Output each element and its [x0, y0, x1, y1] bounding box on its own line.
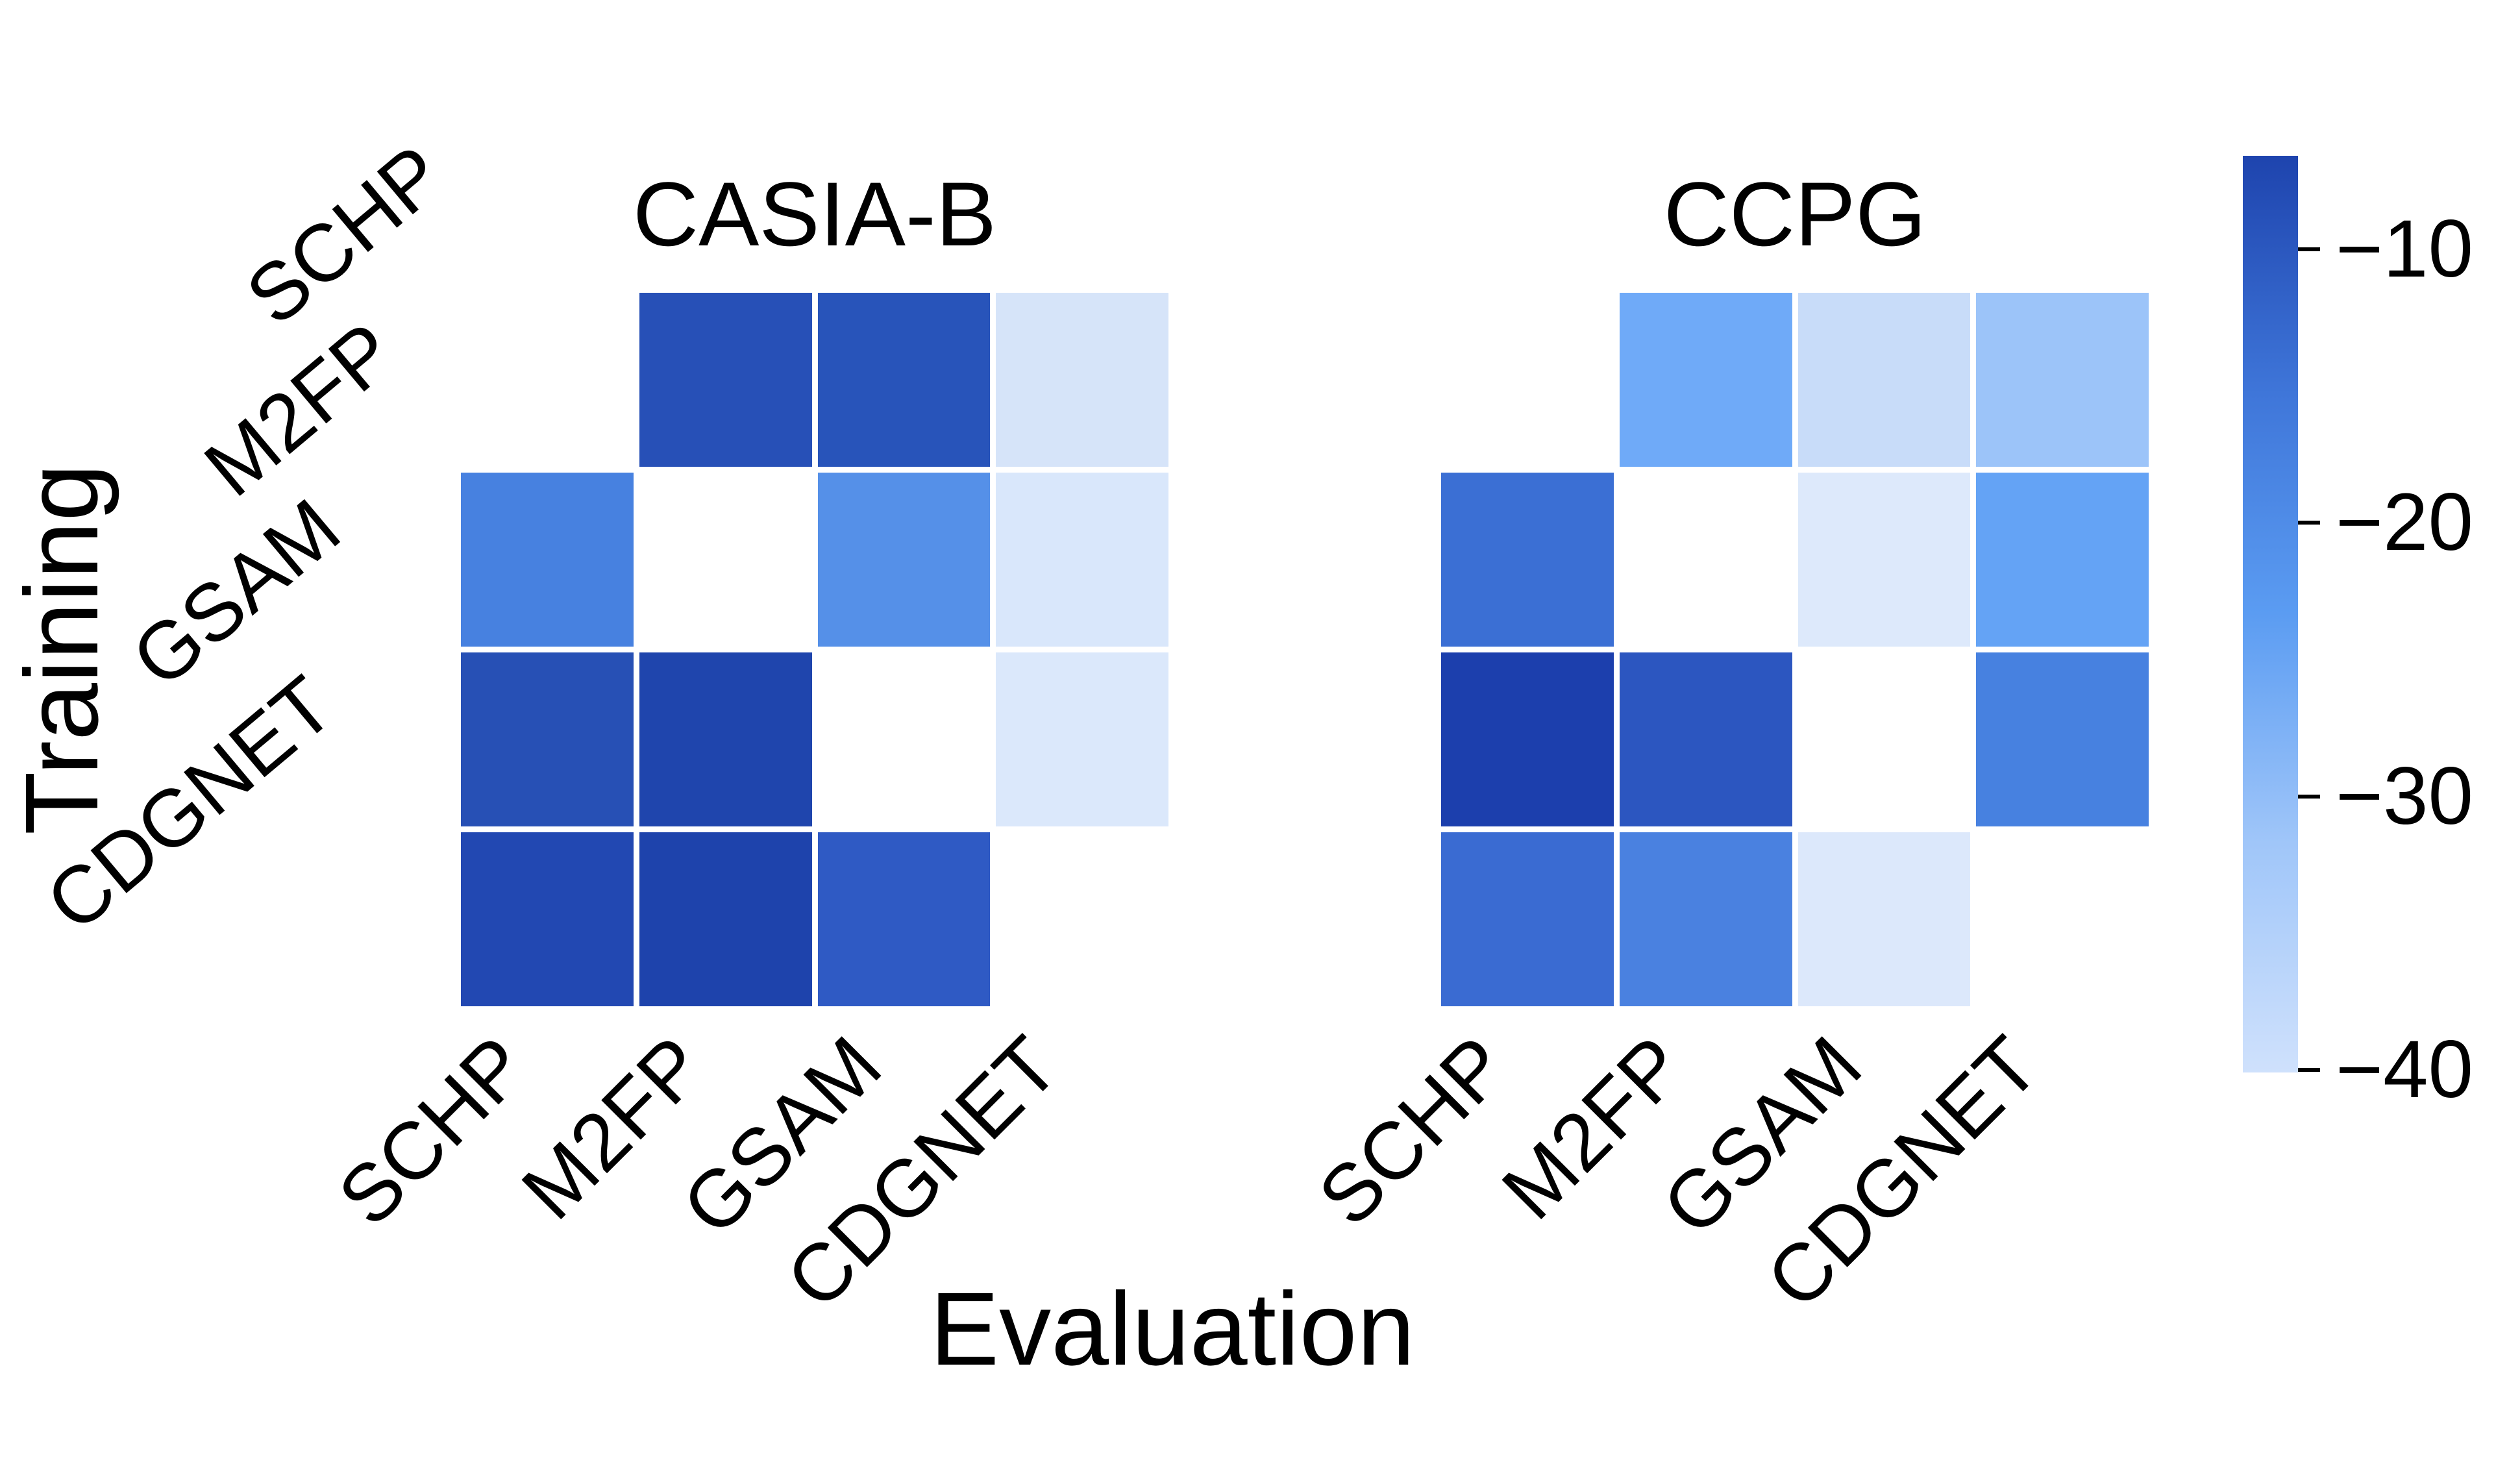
heatmap-cell — [639, 652, 812, 826]
heatmap-cell — [1976, 293, 2149, 467]
left-heatmap-title: CASIA-B — [632, 163, 997, 265]
heatmap-cell — [996, 293, 1168, 467]
heatmap-cell-masked — [639, 473, 812, 647]
heatmap-cell — [1976, 652, 2149, 826]
heatmap-cell — [817, 473, 991, 647]
heatmap-cell — [1797, 473, 1971, 647]
heatmap-cell-masked — [1976, 832, 2149, 1006]
colorbar-tick-label: −40 — [2336, 1024, 2474, 1115]
heatmap-cell-masked — [1797, 652, 1971, 826]
heatmap-cell — [1797, 832, 1971, 1006]
colorbar-tick-label: −20 — [2336, 477, 2474, 567]
heatmap-cell — [461, 473, 634, 647]
heatmap-cell — [1441, 652, 1614, 826]
heatmap-cell — [1619, 832, 1792, 1006]
right-heatmap-title: CCPG — [1663, 163, 1927, 265]
colorbar-tick-mark — [2298, 795, 2320, 799]
heatmap-cell-masked — [817, 652, 991, 826]
colorbar-tick-mark — [2298, 1068, 2320, 1072]
heatmap-cell — [1619, 293, 1792, 467]
heatmap-casia-b — [461, 293, 1168, 1006]
heatmap-cell — [996, 652, 1168, 826]
x-axis-label: Evaluation — [930, 1270, 1415, 1387]
heatmap-cell-masked — [996, 832, 1168, 1006]
heatmap-cell — [1619, 652, 1792, 826]
heatmap-cell-masked — [1441, 293, 1614, 467]
heatmap-cell-masked — [1619, 473, 1792, 647]
heatmap-cell — [1441, 832, 1614, 1006]
heatmap-cell — [1976, 473, 2149, 647]
heatmap-cell — [461, 652, 634, 826]
heatmap-cell — [817, 832, 991, 1006]
heatmap-cell — [639, 293, 812, 467]
colorbar-tick-mark — [2298, 247, 2320, 251]
heatmap-cell — [1797, 293, 1971, 467]
heatmap-cell — [639, 832, 812, 1006]
colorbar-gradient — [2243, 156, 2298, 1072]
colorbar-tick-label: −10 — [2336, 204, 2474, 294]
heatmap-cell — [996, 473, 1168, 647]
colorbar-tick-label: −30 — [2336, 751, 2474, 841]
colorbar-tick-mark — [2298, 521, 2320, 525]
heatmap-cell-masked — [461, 293, 634, 467]
heatmap-cell — [1441, 473, 1614, 647]
heatmap-cell — [461, 832, 634, 1006]
heatmap-cell — [817, 293, 991, 467]
heatmap-ccpg — [1441, 293, 2149, 1006]
